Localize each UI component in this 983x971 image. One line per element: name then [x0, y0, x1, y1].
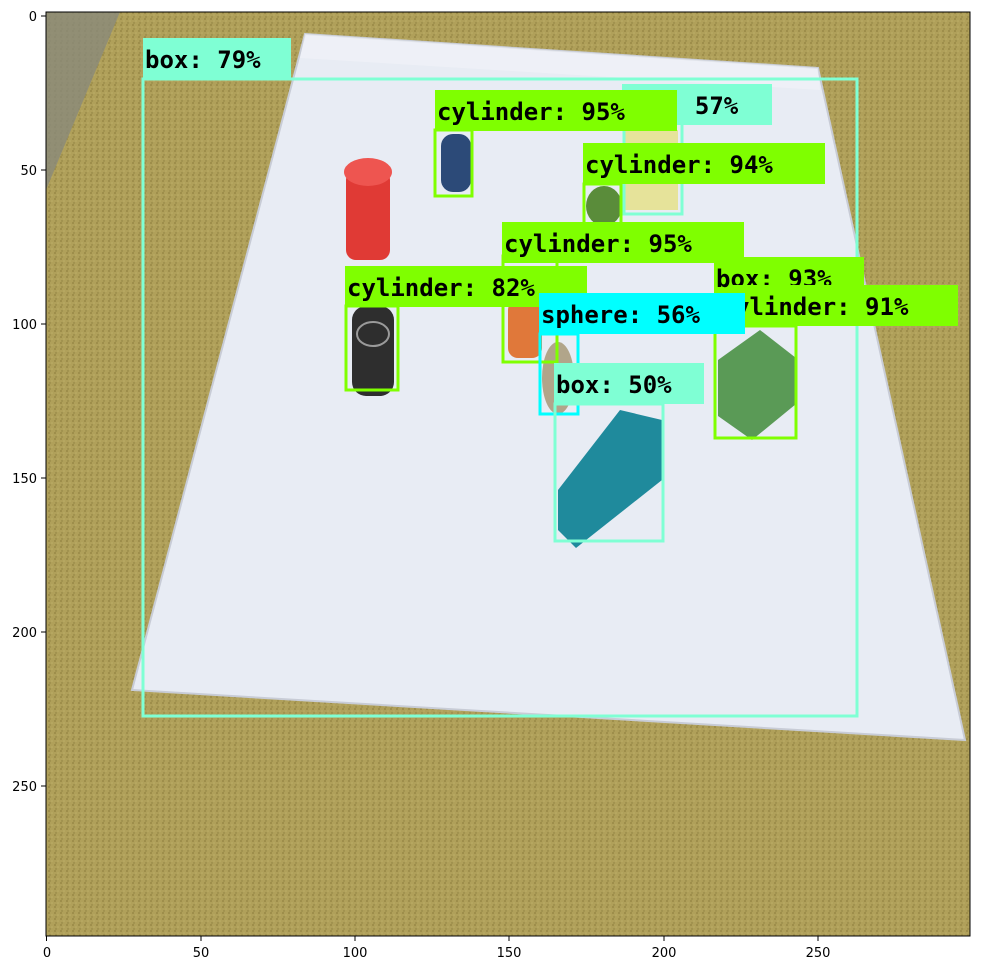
green-small-cylinder	[586, 186, 622, 226]
detection-label: cylinder: 95%	[437, 98, 625, 126]
detection-label: box: 50%	[556, 371, 672, 399]
x-tick-label: 150	[497, 946, 522, 961]
green-box	[718, 330, 796, 440]
x-tick-label: 200	[652, 946, 677, 961]
y-tick-label: 50	[20, 164, 37, 179]
black-cylinder	[352, 306, 394, 396]
x-tick-label: 250	[806, 946, 831, 961]
blue-cylinder	[441, 134, 471, 192]
y-tick-label: 200	[12, 626, 37, 641]
detection-label: box: 79%	[145, 46, 261, 74]
wall-corner	[46, 12, 120, 190]
detection-label: : 57%	[666, 92, 739, 120]
axes-frame	[45, 11, 971, 937]
y-tick-label: 250	[12, 780, 37, 795]
x-tick-label: 50	[193, 946, 210, 961]
detection-label: sphere: 56%	[541, 301, 700, 329]
teal-box	[558, 410, 662, 548]
detection-label: ylinder: 91%	[735, 293, 909, 321]
detection-label: cylinder: 82%	[347, 274, 535, 302]
orange-cylinder	[508, 300, 542, 358]
x-axis: 0 50 100 150 200 250	[43, 936, 831, 961]
y-axis: 0 50 100 150 200 250	[12, 10, 46, 795]
x-tick-label: 100	[343, 946, 368, 961]
red-cylinder	[344, 158, 392, 260]
y-tick-label: 0	[29, 10, 37, 25]
detection-label: cylinder: 94%	[585, 151, 773, 179]
y-tick-label: 150	[12, 472, 37, 487]
y-tick-label: 100	[12, 318, 37, 333]
x-tick-label: 0	[43, 946, 51, 961]
detection-label: cylinder: 95%	[504, 230, 692, 258]
